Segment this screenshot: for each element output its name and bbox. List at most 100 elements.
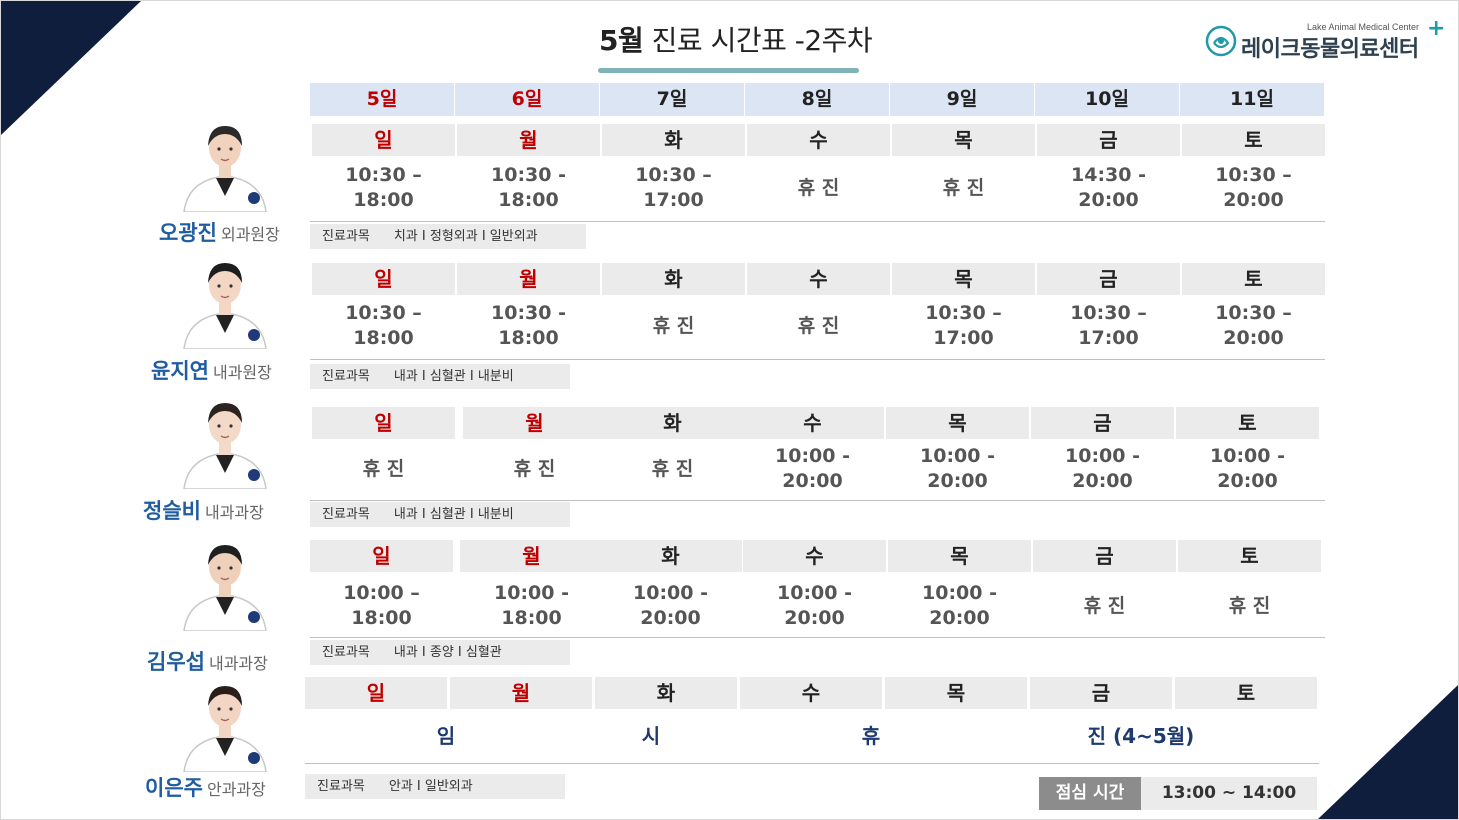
weekday-header-0: 일 [310,540,453,572]
row-divider [310,637,1325,638]
weekday-header-4: 목 [886,407,1029,439]
hours-cell: 휴 진 [651,457,694,480]
weekday-header-6: 토 [1182,124,1325,156]
weekday-header-1: 월 [457,124,600,156]
logo-english-name: Lake Animal Medical Center [1307,22,1420,32]
title-month: 5월 [599,24,644,57]
date-header-4: 9일 [890,83,1034,116]
subjects-strip: 진료과목 내과 I 심혈관 I 내분비 [310,364,570,389]
doctor-name: 윤지연 [151,359,209,383]
corner-decoration-top-left [1,1,141,135]
leave-notice: 휴 [861,723,881,748]
subjects-label: 진료과목 [322,369,370,384]
row-divider [310,500,1325,501]
doctor-role: 내과원장 [212,363,272,382]
doctor-name-block: 김우섭 내과과장 [147,646,268,676]
title-underline [598,68,859,73]
weekday-header-6: 토 [1178,540,1321,572]
hours-cell: 10:30 - 18:00 [491,164,566,211]
leave-notice: 임 [436,723,456,748]
logo-plus-icon: + [1427,16,1446,41]
doctor-photo [183,545,267,631]
corner-decoration-bottom-right [1318,685,1458,819]
doctor-name: 김우섭 [147,650,205,674]
doctor-photo [183,126,267,212]
doctor-role: 외과원장 [220,225,280,244]
subjects-label: 진료과목 [322,645,370,660]
date-header-1: 6일 [455,83,599,116]
weekday-header-3: 수 [743,540,886,572]
weekday-header-6: 토 [1182,263,1325,295]
doctor-photo [183,403,267,489]
subjects-list: 치과 I 정형외과 I 일반외과 [393,229,538,244]
subjects-list: 내과 I 심혈관 I 내분비 [393,507,514,522]
weekday-header-4: 목 [892,263,1035,295]
date-header-2: 7일 [600,83,744,116]
weekday-header-5: 금 [1037,124,1180,156]
hours-cell: 휴 진 [942,176,985,199]
paw-swirl-icon [1205,25,1237,57]
weekday-header-2: 화 [595,677,737,709]
weekday-header-0: 일 [312,124,455,156]
doctor-name: 정슬비 [143,499,201,523]
weekday-header-2: 화 [601,407,744,439]
weekday-header-4: 목 [885,677,1027,709]
hours-cell: 10:00 - 20:00 [1065,445,1140,492]
doctor-name-block: 정슬비 내과과장 [143,495,264,525]
weekday-header-6: 토 [1175,677,1317,709]
doctor-role: 내과과장 [204,503,264,522]
subjects-strip: 진료과목 내과 I 종양 I 심혈관 [310,640,570,665]
hours-cell: 10:30 - 18:00 [491,302,566,349]
hours-cell: 10:00 – 18:00 [343,582,420,629]
clinic-logo: Lake Animal Medical Center 레이크동물의료센터 + [1205,16,1446,65]
weekday-header-2: 화 [599,540,742,572]
logo-korean-name: 레이크동물의료센터 [1241,37,1419,62]
date-header-5: 10일 [1035,83,1179,116]
hours-cell: 10:30 – 17:00 [925,302,1002,349]
weekday-header-1: 월 [460,540,603,572]
subjects-list: 안과 I 일반외과 [388,779,473,794]
row-divider [310,359,1325,360]
date-header-0: 5일 [310,83,454,116]
hours-cell: 10:00 - 20:00 [777,582,852,629]
hours-cell: 10:30 – 17:00 [1070,302,1147,349]
date-header-3: 8일 [745,83,889,116]
hours-cell: 휴 진 [362,457,405,480]
weekday-header-4: 목 [888,540,1031,572]
hours-cell: 10:00 - 20:00 [1210,445,1285,492]
hours-cell: 10:00 - 20:00 [920,445,995,492]
hours-cell: 휴 진 [797,314,840,337]
subjects-label: 진료과목 [317,779,365,794]
doctor-photo [183,263,267,349]
hours-cell: 10:00 - 20:00 [775,445,850,492]
doctor-name-block: 윤지연 내과원장 [151,355,272,385]
hours-cell: 10:30 – 20:00 [1215,302,1292,349]
subjects-strip: 진료과목 안과 I 일반외과 [305,774,565,799]
row-divider [305,763,1319,764]
doctor-name-block: 이은주 안과과장 [145,772,266,802]
lunch-time: 13:00 ~ 14:00 [1141,777,1317,810]
weekday-header-5: 금 [1031,407,1174,439]
weekday-header-3: 수 [747,263,890,295]
doctor-name: 오광진 [159,221,217,245]
weekday-header-5: 금 [1037,263,1180,295]
weekday-header-2: 화 [602,124,745,156]
weekday-header-5: 금 [1033,540,1176,572]
hours-cell: 10:00 - 20:00 [922,582,997,629]
hours-cell: 휴 진 [1083,594,1126,617]
date-header-6: 11일 [1180,83,1324,116]
weekday-header-4: 목 [892,124,1035,156]
doctor-role: 내과과장 [208,654,268,673]
weekday-header-5: 금 [1030,677,1172,709]
page-title: 5월 진료 시간표 -2주차 [599,19,873,59]
subjects-list: 내과 I 종양 I 심혈관 [393,645,502,660]
hours-cell: 10:30 – 18:00 [345,164,422,211]
hours-cell: 휴 진 [652,314,695,337]
weekday-header-1: 월 [450,677,592,709]
weekday-header-3: 수 [747,124,890,156]
weekday-header-0: 일 [305,677,447,709]
doctor-role: 안과과장 [206,780,266,799]
subjects-strip: 진료과목 내과 I 심혈관 I 내분비 [310,502,570,527]
hours-cell: 10:30 – 20:00 [1215,164,1292,211]
